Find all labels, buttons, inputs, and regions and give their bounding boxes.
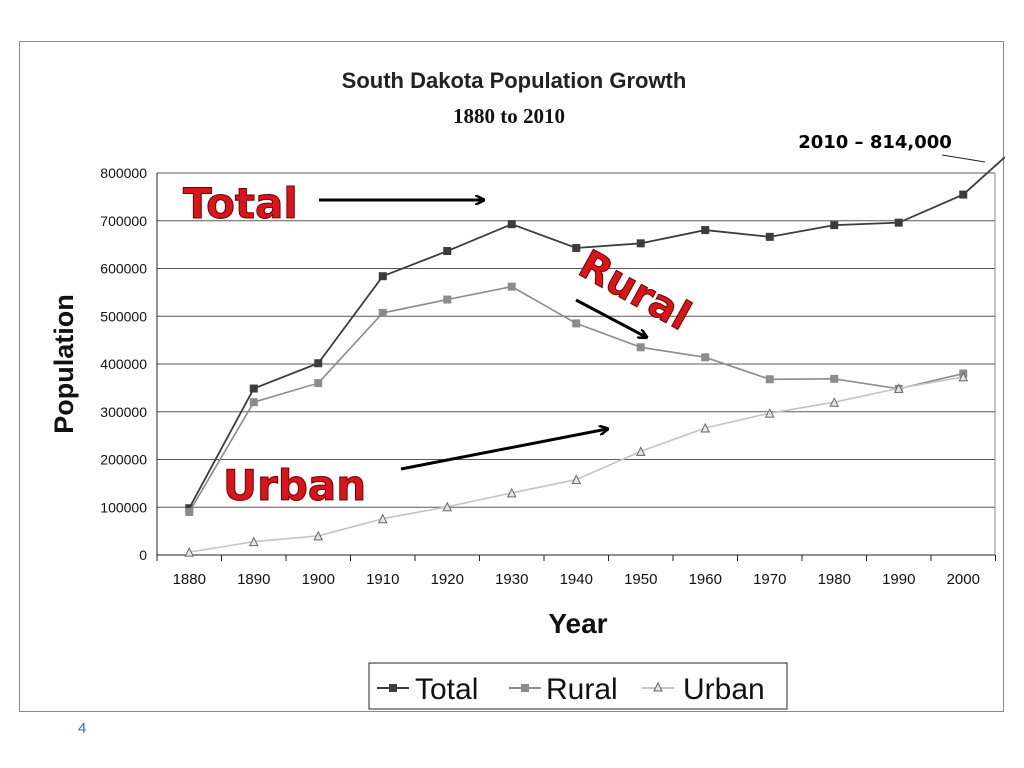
x-tick-label: 1940: [560, 571, 593, 588]
total-extension-2010: [962, 156, 1005, 196]
rural-point: [443, 295, 452, 304]
urban-point: [248, 536, 259, 547]
x-tick-label: 2000: [947, 571, 980, 588]
legend-rural-marker: [521, 684, 529, 692]
rural-annotation: Rural: [571, 242, 698, 340]
rural-point: [572, 319, 581, 328]
legend-total-marker: [389, 684, 397, 692]
urban-point: [313, 530, 324, 541]
page-number: 4: [78, 720, 87, 737]
x-tick-label: 1960: [689, 571, 722, 588]
total-point: [314, 359, 323, 368]
urban-point: [958, 371, 969, 382]
x-tick-label: 1880: [173, 571, 206, 588]
total-point: [378, 272, 387, 281]
chart-subtitle: 1880 to 2010: [453, 104, 565, 128]
total-point: [507, 220, 516, 229]
total-point: [765, 232, 774, 241]
rural-point: [765, 375, 774, 384]
x-axis-label: Year: [548, 608, 607, 639]
urban-point: [635, 446, 646, 456]
x-tick-label: 1970: [753, 571, 786, 588]
x-tick-label: 1920: [431, 571, 464, 588]
slide-frame: South Dakota Population Growth 1880 to 2…: [19, 41, 1005, 712]
urban-point: [700, 422, 711, 433]
x-tick-label: 1910: [366, 571, 399, 588]
rural-point: [185, 508, 194, 517]
total-point: [830, 221, 839, 230]
legend-box: [368, 662, 788, 710]
y-axis-label: Population: [49, 294, 79, 433]
total-point: [894, 218, 903, 227]
urban-point: [184, 547, 195, 557]
rural-point: [636, 343, 645, 352]
urban-point: [442, 501, 453, 512]
total-point: [636, 239, 645, 248]
total-point: [701, 226, 710, 235]
urban-point: [506, 487, 517, 498]
legend-urban-label: Urban: [683, 673, 765, 706]
total-point: [443, 247, 452, 256]
legend-rural-label: Rural: [546, 673, 618, 706]
x-tick-label: 1900: [302, 571, 335, 588]
legend-total-label: Total: [415, 673, 478, 706]
rural-point: [378, 308, 387, 317]
y-tick-label: 800000: [100, 165, 147, 181]
rural-point: [314, 379, 323, 388]
y-tick-label: 100000: [100, 499, 147, 515]
y-tick-label: 200000: [100, 452, 147, 468]
urban-point: [377, 513, 388, 524]
y-tick-label: 0: [139, 547, 147, 563]
y-tick-label: 400000: [100, 356, 147, 372]
urban-point: [571, 474, 582, 485]
urban-point: [764, 408, 775, 418]
x-tick-label: 1990: [882, 571, 915, 588]
urban-point: [829, 397, 840, 407]
legend-urban-marker: [653, 681, 663, 692]
population-chart: South Dakota Population Growth 1880 to 2…: [49, 68, 1005, 710]
y-tick-label: 300000: [100, 404, 147, 420]
rural-point: [701, 353, 710, 362]
rural-point: [249, 398, 258, 407]
callout-2010: 2010 – 814,000: [798, 132, 952, 153]
x-tick-label: 1980: [818, 571, 851, 588]
urban-point: [893, 383, 904, 393]
x-tick-label: 1890: [237, 571, 270, 588]
urban-arrow: [400, 429, 607, 471]
x-tick-label: 1950: [624, 571, 657, 588]
urban-annotation: Urban: [223, 461, 366, 510]
total-annotation: Total: [183, 179, 298, 228]
rural-point: [830, 374, 839, 383]
chart-title: South Dakota Population Growth: [342, 68, 687, 93]
total-point: [249, 384, 258, 393]
total-point: [572, 243, 581, 252]
rural-arrow: [575, 298, 646, 337]
y-tick-label: 600000: [100, 261, 147, 277]
x-tick-label: 1930: [495, 571, 528, 588]
rural-point: [507, 282, 516, 291]
y-tick-label: 500000: [100, 308, 147, 324]
callout-pointer: [941, 154, 986, 163]
y-tick-label: 700000: [100, 213, 147, 229]
legend: Total Rural Urban: [368, 662, 788, 710]
